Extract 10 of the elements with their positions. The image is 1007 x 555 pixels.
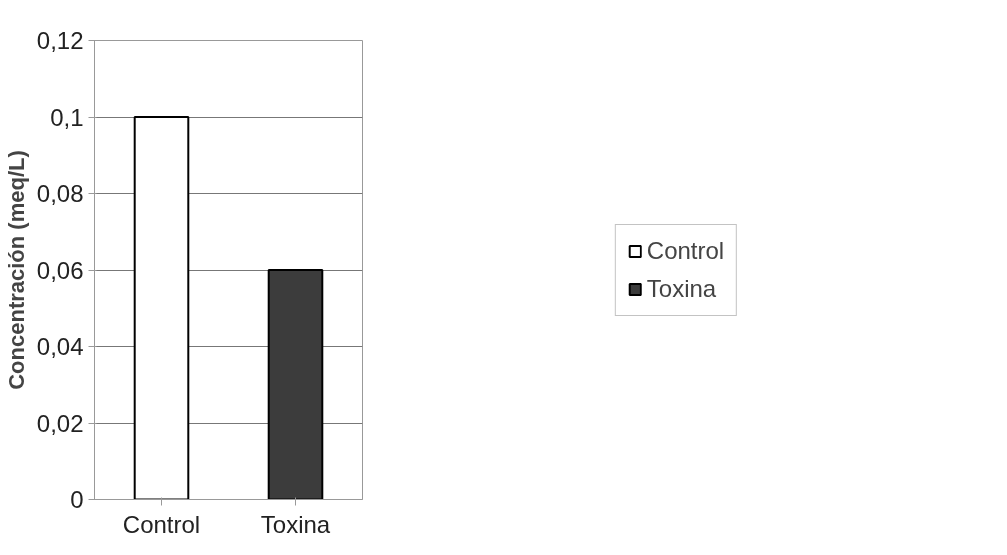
legend-label: Control [646, 236, 725, 265]
y-tick-label: 0,04 [36, 333, 84, 360]
y-tick-label: 0,08 [36, 180, 84, 207]
y-tick-label: 0,06 [36, 256, 84, 284]
y-tick-label: 0,12 [36, 27, 84, 54]
y-tick-label: 0,02 [36, 409, 84, 437]
y-tick-label: 0,1 [50, 103, 84, 131]
legend-label: Toxina [646, 274, 717, 303]
y-tick-label: 0 [70, 486, 84, 513]
y-axis-title: Concentración (meq/L) [3, 150, 29, 390]
